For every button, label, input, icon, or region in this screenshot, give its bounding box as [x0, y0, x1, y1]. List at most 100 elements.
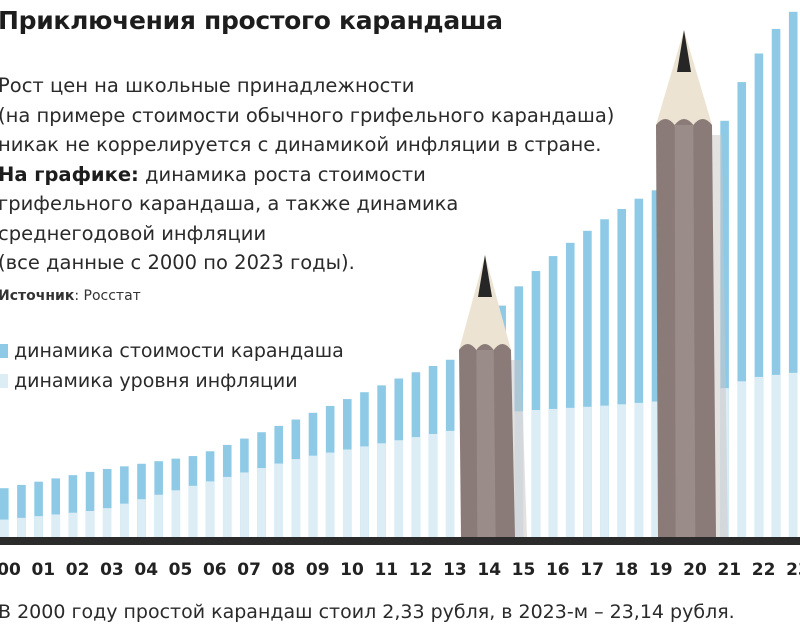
- bar-pair: [154, 461, 163, 537]
- bar-price: [120, 466, 129, 537]
- bar-pair: [34, 481, 43, 537]
- x-tick-label: 23: [786, 560, 800, 580]
- x-tick-label: 01: [31, 560, 55, 580]
- x-tick-label: 16: [546, 560, 570, 580]
- legend-swatch-price: [0, 344, 8, 358]
- x-tick-label: 17: [580, 560, 604, 580]
- bar-price: [634, 198, 644, 537]
- bar-inflation: [17, 517, 26, 537]
- bar-inflation: [205, 481, 215, 537]
- bar-inflation: [754, 376, 764, 537]
- legend-item-price: динамика стоимости карандаша: [0, 340, 344, 362]
- x-tick-label: 12: [409, 560, 433, 580]
- bar-pair: [651, 190, 661, 537]
- x-tick-label: 15: [512, 560, 536, 580]
- bar-inflation: [583, 406, 592, 537]
- bar-inflation: [120, 503, 129, 537]
- x-axis-band: [0, 537, 800, 545]
- x-tick-label: 21: [717, 560, 741, 580]
- pencil-tip: [656, 30, 712, 125]
- description-line-3: никак не коррелируется с динамикой инфля…: [0, 133, 602, 156]
- bar-inflation: [565, 407, 575, 537]
- bar-inflation: [428, 433, 438, 537]
- bar-inflation: [137, 499, 146, 537]
- bar-pair: [291, 419, 301, 537]
- bar-inflation: [411, 437, 421, 537]
- bar-price: [565, 242, 575, 537]
- bar-inflation: [102, 508, 112, 537]
- bar-pair: [205, 451, 215, 537]
- source-label: Источник: [0, 288, 75, 304]
- x-tick-label: 02: [66, 560, 90, 580]
- bar-pair: [634, 198, 644, 537]
- x-tick-label: 06: [203, 560, 227, 580]
- pencils-group: [459, 30, 728, 537]
- bar-price: [68, 475, 78, 537]
- bar-inflation: [600, 405, 609, 537]
- bar-pair: [394, 378, 404, 537]
- bar-pair: [222, 444, 232, 537]
- legend-swatch-inflation: [0, 374, 8, 388]
- bar-inflation: [0, 519, 9, 537]
- bar-inflation: [34, 516, 43, 537]
- x-tick-label: 05: [169, 560, 193, 580]
- bar-pair: [188, 456, 198, 537]
- pencil-20: [656, 30, 728, 537]
- x-tick-label: 10: [340, 560, 364, 580]
- bar-price: [17, 484, 26, 537]
- pencil-lead: [478, 255, 492, 297]
- x-tick-label: 09: [306, 560, 330, 580]
- description-line-5: грифельного карандаша, а также динамика: [0, 192, 459, 215]
- description-line-2: (на примере стоимости обычного грифельно…: [0, 103, 615, 127]
- bar-inflation: [291, 459, 301, 537]
- bar-pair: [308, 412, 318, 537]
- bar-inflation: [222, 476, 232, 537]
- bar-pair: [531, 271, 541, 537]
- bar-inflation: [360, 446, 369, 537]
- description-line-1: Рост цен на школьные принадлежности: [0, 74, 415, 97]
- pencil-tip-edge: [459, 344, 512, 350]
- bar-price: [548, 256, 558, 537]
- bar-pair: [274, 425, 283, 537]
- bar-pair: [343, 399, 352, 537]
- bar-pair: [445, 359, 455, 537]
- x-tick-label: 11: [374, 560, 398, 580]
- bar-price: [0, 488, 9, 537]
- bar-pair: [565, 242, 575, 537]
- bar-inflation: [617, 404, 626, 537]
- description-line-6: среднегодовой инфляции: [0, 221, 267, 245]
- bar-pair: [137, 463, 146, 537]
- bar-inflation: [548, 408, 558, 537]
- bar-pair: [85, 471, 95, 537]
- bar-inflation: [394, 440, 404, 537]
- bar-price: [617, 208, 626, 538]
- bar-pair: [411, 372, 421, 537]
- x-tick-label: 14: [477, 560, 501, 580]
- pencil-tip-edge: [656, 119, 713, 125]
- bar-pair: [240, 438, 249, 537]
- bar-price: [102, 468, 112, 537]
- bar-pair: [788, 11, 798, 538]
- source-note: Источник: Росстат: [0, 288, 141, 304]
- pencil-body-facet: [476, 350, 496, 537]
- footnote: В 2000 году простой карандаш стоил 2,33 …: [0, 601, 735, 623]
- bar-inflation: [240, 472, 249, 537]
- bar-inflation: [325, 452, 335, 537]
- bar-price: [51, 478, 61, 537]
- bar-pair: [428, 365, 438, 537]
- x-tick-label: 04: [134, 560, 158, 580]
- bar-inflation: [154, 494, 163, 537]
- bar-inflation: [771, 374, 781, 537]
- bar-price: [788, 11, 798, 538]
- bar-inflation: [274, 463, 283, 537]
- x-tick-label: 00: [0, 560, 21, 580]
- bar-inflation: [651, 401, 661, 537]
- legend-label-price: динамика стоимости карандаша: [14, 340, 344, 362]
- bar-pair: [737, 82, 747, 537]
- bar-pair: [325, 405, 335, 537]
- bar-pair: [120, 466, 129, 537]
- bar-price: [771, 28, 781, 537]
- bar-pair: [0, 488, 9, 537]
- bar-pair: [257, 432, 266, 537]
